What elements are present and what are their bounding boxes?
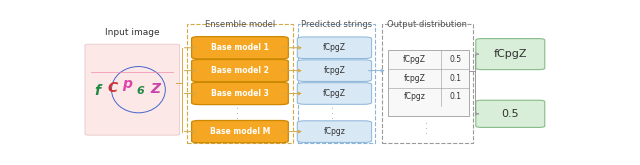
Text: Ensemble model: Ensemble model [205,20,275,29]
FancyBboxPatch shape [476,39,545,70]
Text: C: C [108,81,117,95]
Text: 0.5: 0.5 [449,55,461,64]
FancyBboxPatch shape [476,100,545,127]
FancyBboxPatch shape [191,60,288,82]
Text: · · ·: · · · [424,121,433,134]
Text: 6: 6 [136,86,144,96]
Text: · · ·: · · · [236,106,244,119]
Text: · · ·: · · · [330,106,339,119]
Text: Z: Z [150,82,160,96]
Text: 0.1: 0.1 [449,74,461,83]
Text: fCpgZ: fCpgZ [323,89,346,98]
FancyBboxPatch shape [297,60,372,81]
FancyBboxPatch shape [85,44,180,135]
Text: fcpgZ: fcpgZ [323,66,346,75]
Bar [298,24,375,143]
Text: fCpgZ: fCpgZ [323,43,346,52]
Text: fCpgZ: fCpgZ [493,49,527,59]
Bar [381,24,474,143]
FancyBboxPatch shape [191,37,288,59]
Text: 0.5: 0.5 [502,109,519,119]
FancyBboxPatch shape [297,121,372,142]
Text: Predicted strings: Predicted strings [301,20,372,29]
Text: Input image: Input image [105,28,159,37]
FancyBboxPatch shape [297,37,372,59]
FancyBboxPatch shape [191,120,288,143]
Text: fCpgZ: fCpgZ [403,55,426,64]
Text: p: p [122,77,132,91]
Text: Base model 3: Base model 3 [211,89,269,98]
Text: fCpgz: fCpgz [403,93,425,101]
Bar [187,24,293,143]
Text: Base model 1: Base model 1 [211,43,269,52]
Text: fcpgZ: fcpgZ [403,74,425,83]
Text: 0.1: 0.1 [449,93,461,101]
Text: Output distribution: Output distribution [387,20,467,29]
FancyBboxPatch shape [297,83,372,104]
FancyBboxPatch shape [191,82,288,105]
Text: Base model M: Base model M [210,127,270,136]
Text: Base model 2: Base model 2 [211,66,269,75]
Text: fCpgz: fCpgz [323,127,346,136]
Bar [388,50,469,116]
Text: f: f [95,84,100,99]
